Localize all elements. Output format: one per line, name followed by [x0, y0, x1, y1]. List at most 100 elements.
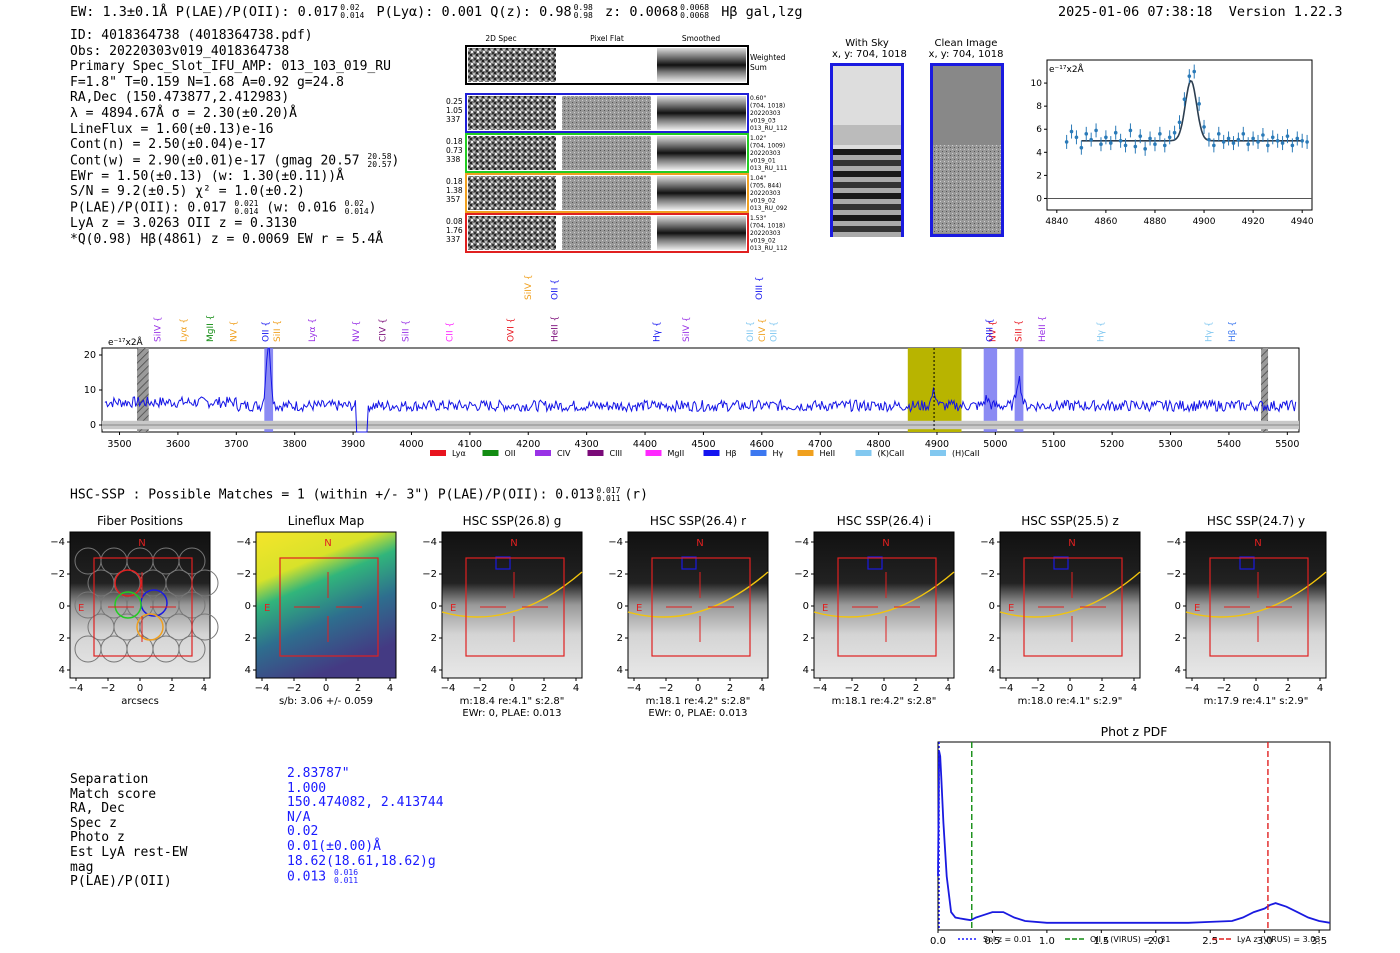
- cutout-right-label: v019_01: [750, 158, 776, 165]
- meta-lya: LyA z = 3.0263 OII z = 0.3130: [70, 216, 297, 232]
- full-xtick-label: 3600: [166, 439, 190, 450]
- col-title-pixelflat: Pixel Flat: [590, 34, 624, 43]
- spectral-line-label: Hγ {: [1096, 321, 1106, 342]
- zoom-data-point: [1212, 143, 1216, 148]
- spectral-line-label: OIII {: [986, 318, 996, 342]
- hsc-ytick-label: −4: [50, 537, 65, 548]
- full-ytick-label: 10: [84, 385, 96, 396]
- photz-xtick-label: 2.5: [1202, 936, 1218, 947]
- hsc-xtick-label: 0: [509, 683, 515, 694]
- zoom-xtick-label: 4880: [1144, 217, 1167, 227]
- hsc-header-text: HSC-SSP : Possible Matches = 1 (within +…: [70, 487, 595, 503]
- zoom-data-point: [1143, 147, 1147, 151]
- hsc-ytick-label: −2: [422, 569, 437, 580]
- col-title-smoothed: Smoothed: [682, 34, 721, 43]
- spectral-line-label: SiIV {: [682, 316, 692, 342]
- legend-label: (H)CaII: [952, 449, 979, 458]
- zoom-ytick-label: 4: [1036, 148, 1042, 158]
- hsc-panel-title: Lineflux Map: [288, 514, 364, 528]
- with-sky-label: With Sky: [845, 38, 889, 49]
- zoom-data-point: [1133, 144, 1138, 149]
- with-sky-coords: x, y: 704, 1018: [832, 49, 907, 60]
- zoom-data-point: [1108, 141, 1113, 145]
- zoom-data-point: [1153, 142, 1157, 147]
- full-xtick-label: 4500: [691, 439, 715, 450]
- cutout-smoothed: [657, 216, 746, 250]
- header-z-hi: 0.0068: [680, 3, 710, 12]
- sky-stripe-light: [833, 155, 901, 160]
- zoom-xtick-label: 4840: [1045, 217, 1068, 227]
- hsc-ytick-label: −4: [608, 537, 623, 548]
- zoom-data-point: [1216, 132, 1221, 136]
- hsc-xtick-label: −2: [101, 683, 116, 694]
- meta-sn: S/N = 9.2(±0.5) χ² = 1.0(±0.2): [70, 184, 305, 200]
- zoom-ylabel: e⁻¹⁷x2Å: [1049, 63, 1085, 75]
- full-xtick-label: 4200: [516, 439, 540, 450]
- hsc-panel-title: Fiber Positions: [97, 514, 183, 528]
- spectrum-highlight-olive: [907, 348, 962, 432]
- meta-plae-hi: 0.021: [234, 199, 259, 209]
- zoom-spectrum-plot: e⁻¹⁷x2Å 4840 4860 4880 4900 4920 4940 0 2 4 6 8 10: [1031, 59, 1314, 227]
- legend-label: (K)CaII: [878, 449, 905, 458]
- legend-label: CIII: [610, 449, 623, 458]
- zoom-data-point: [1182, 97, 1187, 102]
- legend-swatch: [482, 450, 499, 456]
- catalog-match-box: [681, 556, 697, 570]
- meta-radec: RA,Dec (150.473877,2.412983): [70, 90, 290, 106]
- hsc-header-hi: 0.017: [596, 486, 621, 495]
- full-xtick-label: 3500: [107, 439, 131, 450]
- fiber-circle-red: [114, 569, 142, 597]
- cutout-left-label: 337: [446, 115, 461, 124]
- hsc-xtick-label: −4: [999, 683, 1014, 694]
- sky-stripe: [833, 215, 901, 221]
- cutout-smoothed: [657, 176, 746, 210]
- zoom-ytick-label: 2: [1036, 171, 1042, 181]
- zoom-data-point: [1104, 135, 1108, 140]
- hsc-panel-image: [69, 531, 211, 679]
- north-label: N: [696, 538, 703, 549]
- summary-label-plae: P(LAE)/P(OII): [70, 874, 172, 890]
- zoom-data-point: [1148, 136, 1152, 141]
- cutout-right-label: 20220303: [750, 150, 781, 157]
- sky-stripe-light: [833, 177, 901, 182]
- meta-plae-text: P(LAE)/P(OII): 0.017: [70, 200, 227, 216]
- hsc-xtick-label: −2: [1031, 683, 1046, 694]
- full-xtick-label: 4800: [866, 439, 890, 450]
- full-xtick-label: 4100: [458, 439, 482, 450]
- zoom-data-point: [1197, 102, 1201, 106]
- hsc-panel: HSC SSP(26.4) r N E −4 4 −2 2 0 0 2 −2 4 −4 m:18.1 re…: [608, 514, 769, 719]
- hsc-ytick-label: 4: [803, 665, 809, 676]
- ellipse-arc: [1185, 571, 1327, 618]
- full-spectrum-frame: [101, 347, 1300, 433]
- zoom-xtick-label: 4860: [1094, 217, 1117, 227]
- hsc-panel: Lineflux Map N E −4 4 −2 2 0 0 2 −2 4 −4 s/b: 3.06 +/…: [236, 514, 397, 707]
- zoom-data-point: [1089, 137, 1093, 142]
- fiber-cutouts: 2D Spec Pixel Flat Smoothed Weighted Sum…: [446, 34, 788, 253]
- header-plae: P(LAE)/P(OII): 0.017: [175, 4, 339, 20]
- meta-gmag-hi: 20.58: [367, 151, 392, 161]
- zoom-data-point: [1261, 133, 1265, 137]
- full-xtick-label: 5400: [1217, 439, 1241, 450]
- cutout-left-label: 0.18: [446, 137, 463, 146]
- full-xtick-label: 3900: [341, 439, 365, 450]
- header-datetime-version: 2025-01-06 07:38:18 Version 1.22.3: [1058, 4, 1343, 20]
- hsc-ytick-label: −2: [236, 569, 251, 580]
- cutout-right-label: 0.60": [750, 95, 766, 102]
- spectral-line-label: SiII {: [273, 320, 283, 342]
- meta-plae: P(LAE)/P(OII): 0.017 0.021 0.014 (w: 0.01…: [70, 199, 377, 217]
- cutout-right-label: (704, 1018): [750, 223, 785, 230]
- summary-plae-main: 0.013: [287, 869, 327, 885]
- hsc-panel-image: [999, 531, 1141, 679]
- hsc-ytick-label: 4: [59, 665, 65, 676]
- hsc-panel: HSC SSP(24.7) y N E −4 4 −2 2 0 0 2 −2 4 −4 m:17.9 re…: [1166, 514, 1327, 707]
- north-label: N: [1254, 538, 1261, 549]
- legend-label: MgII: [668, 449, 685, 458]
- cutout-right-label: (704, 1018): [750, 103, 785, 110]
- full-xtick-label: 5200: [1100, 439, 1124, 450]
- hsc-xtick-label: 4: [387, 683, 393, 694]
- hsc-xtick-label: 0: [881, 683, 887, 694]
- hsc-ytick-label: 2: [245, 633, 251, 644]
- full-xtick-label: 4300: [575, 439, 599, 450]
- legend-label: Hβ: [726, 449, 737, 458]
- zoom-data-point: [1305, 140, 1309, 144]
